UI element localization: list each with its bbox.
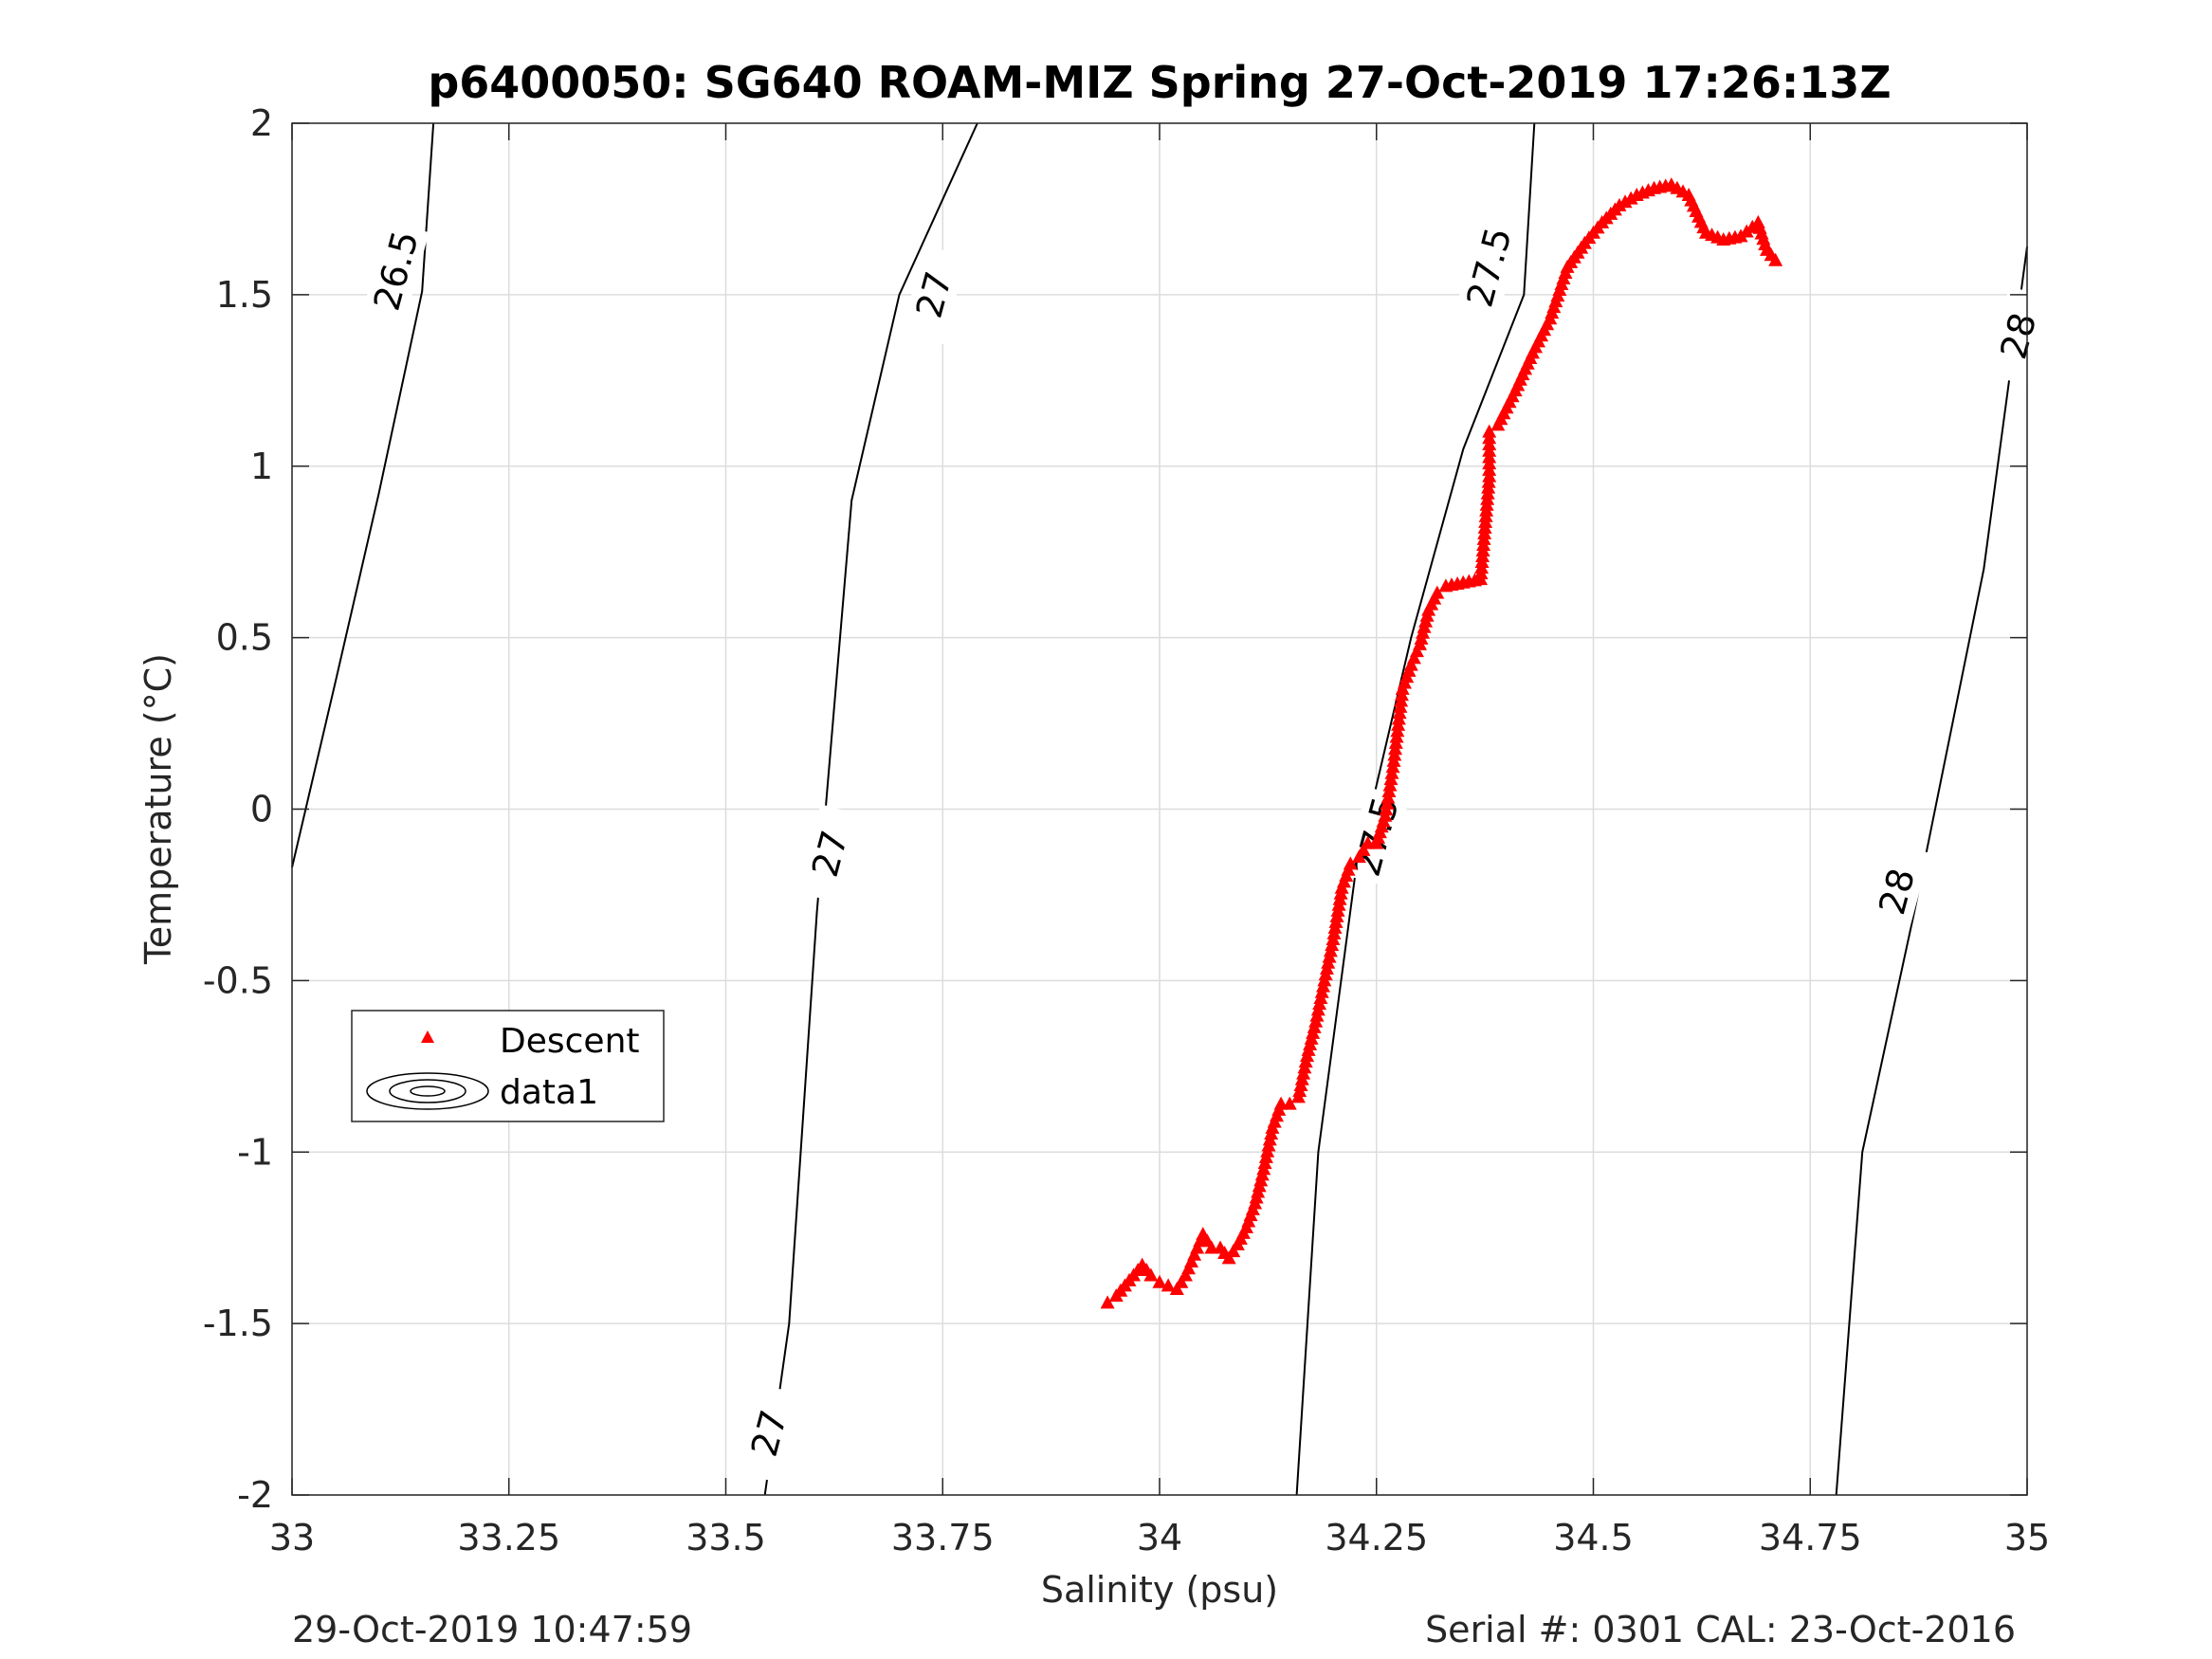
x-tick-label: 34.5 <box>1553 1517 1634 1559</box>
contour-label-bg <box>736 1383 802 1484</box>
descent-point-dense <box>1623 191 1638 205</box>
descent-point-dense <box>1356 842 1371 856</box>
y-tick-label: -0.5 <box>203 959 273 1001</box>
y-tick-label: -1.5 <box>203 1303 273 1344</box>
y-tick-label: 1 <box>250 446 273 487</box>
descent-point <box>1161 1278 1176 1292</box>
x-tick-label: 33 <box>269 1517 315 1559</box>
descent-point-dense <box>1174 1274 1189 1288</box>
descent-point-dense <box>1184 1254 1199 1268</box>
descent-point <box>1403 657 1418 671</box>
x-tick-label: 33.5 <box>686 1517 766 1559</box>
x-tick-label: 35 <box>2004 1517 2050 1559</box>
density-contour-line <box>1295 122 1536 1496</box>
contour-label-bg <box>363 221 430 320</box>
y-axis-label: Temperature (°C) <box>137 653 179 965</box>
descent-series <box>1100 177 1783 1309</box>
descent-point-dense <box>1409 644 1424 658</box>
descent-point <box>1221 1250 1236 1265</box>
descent-point-dense <box>1618 194 1633 209</box>
descent-point <box>1768 252 1783 266</box>
contour-label-bg <box>1864 842 1930 941</box>
descent-point <box>1100 1295 1115 1309</box>
y-tick-label: 2 <box>250 102 273 144</box>
legend: Descent data1 <box>351 1010 665 1122</box>
descent-point <box>1187 1247 1202 1261</box>
legend-box <box>351 1010 665 1122</box>
y-tick-label: 0.5 <box>216 617 273 659</box>
contour-label-bg <box>1985 285 2052 386</box>
x-tick-label: 33.75 <box>891 1517 995 1559</box>
x-tick-label: 34.75 <box>1759 1517 1862 1559</box>
descent-point-dense <box>1181 1261 1196 1275</box>
descent-point <box>1430 585 1445 599</box>
legend-descent-label: Descent <box>500 1022 640 1061</box>
x-axis-label: Salinity (psu) <box>1041 1569 1278 1611</box>
chart-title: p6400050: SG640 ROAM-MIZ Spring 27-Oct-2… <box>428 57 1891 108</box>
y-tick-label: 0 <box>250 789 273 830</box>
legend-data1-label: data1 <box>500 1073 598 1112</box>
y-axis-tick-labels: -2 -1.5 -1 -0.5 0 0.5 1 1.5 2 <box>203 102 273 1516</box>
x-tick-label: 34 <box>1137 1517 1182 1559</box>
contour-label-bg <box>901 245 967 345</box>
descent-point <box>1482 424 1497 438</box>
descent-point-dense <box>1406 650 1421 665</box>
descent-point <box>1351 849 1366 864</box>
footer-serial-cal: Serial #: 0301 CAL: 23-Oct-2016 <box>1425 1609 2016 1650</box>
x-tick-label: 33.25 <box>457 1517 560 1559</box>
contour-label-bg <box>1456 217 1523 318</box>
descent-point <box>1343 856 1358 870</box>
descent-point <box>1282 1096 1297 1110</box>
footer-timestamp: 29-Oct-2019 10:47:59 <box>292 1609 692 1650</box>
legend-contour-icon <box>366 1072 489 1110</box>
density-contour-line <box>1835 246 2028 1496</box>
descent-point-dense <box>1226 1244 1241 1258</box>
legend-descent-marker <box>421 1030 434 1043</box>
y-tick-label: -1 <box>237 1131 273 1173</box>
descent-point <box>1143 1267 1159 1282</box>
descent-point <box>1178 1267 1193 1282</box>
descent-point <box>1612 197 1627 211</box>
descent-point <box>1152 1274 1167 1288</box>
axis-ticks <box>291 122 2028 1496</box>
density-contour-line <box>763 122 978 1496</box>
descent-point-dense <box>1190 1240 1205 1254</box>
x-tick-label: 34.25 <box>1325 1517 1428 1559</box>
y-tick-label: 1.5 <box>216 274 273 316</box>
descent-point <box>1169 1281 1184 1295</box>
x-axis-tick-labels: 33 33.25 33.5 33.75 34 34.25 34.5 34.75 35 <box>269 1517 2050 1559</box>
contour-label-bg <box>796 804 863 903</box>
y-tick-label: -2 <box>237 1474 273 1516</box>
